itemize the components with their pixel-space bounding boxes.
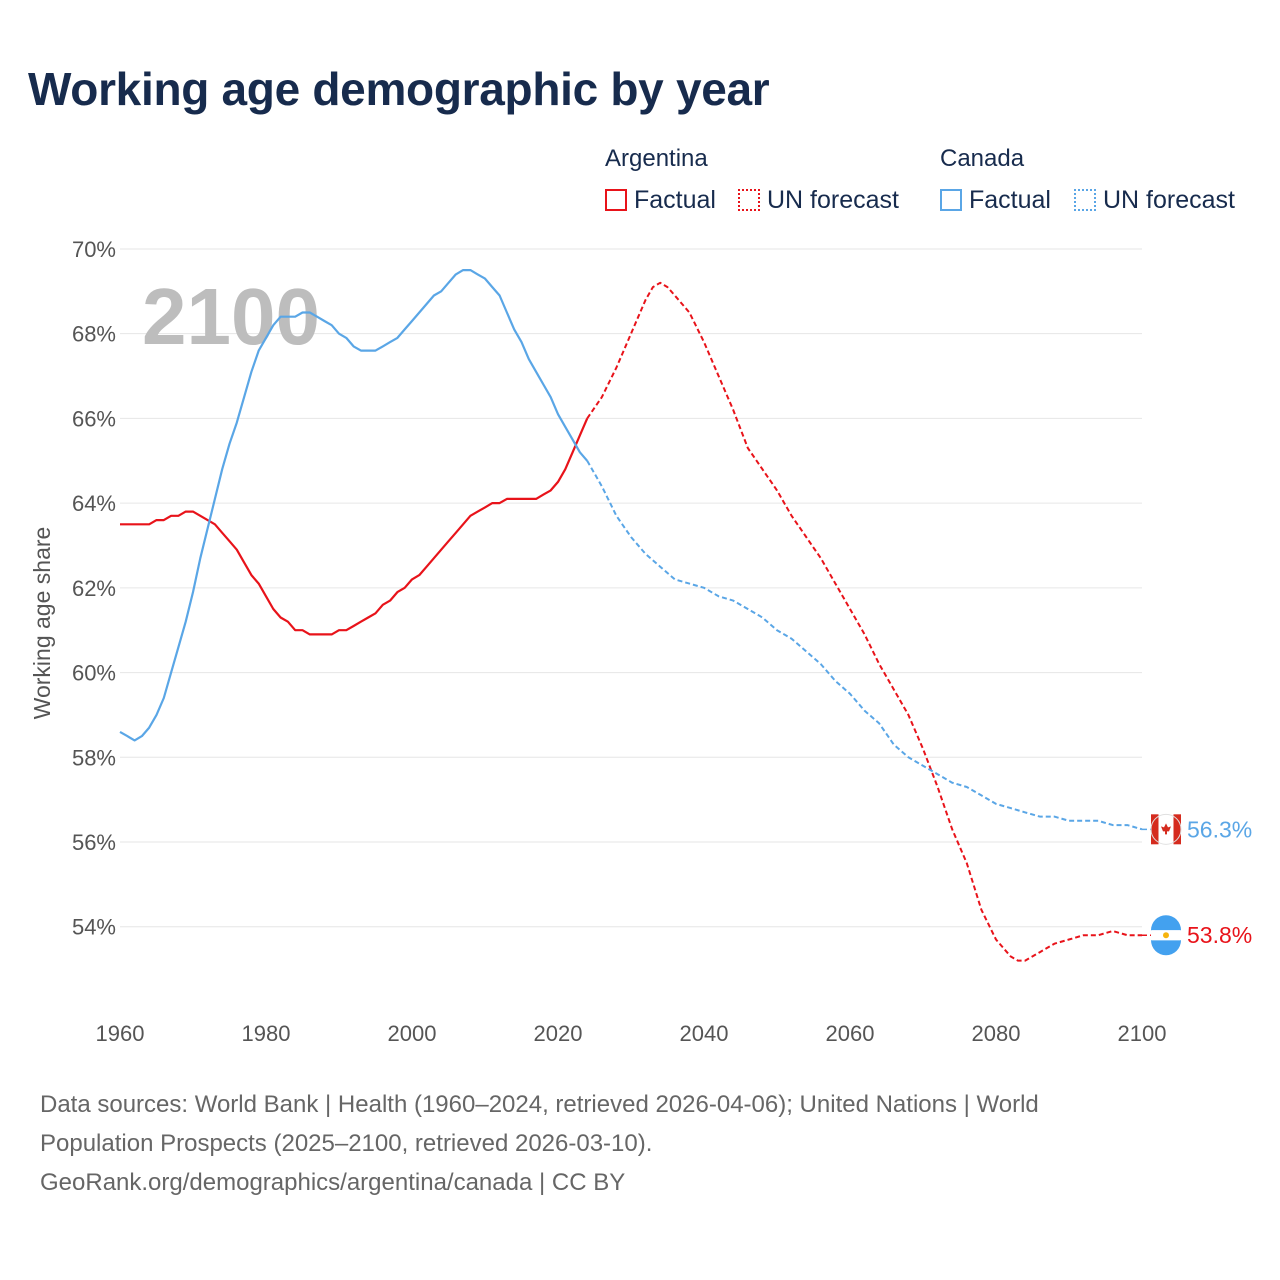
series-line-canada-forecast [586, 460, 1143, 831]
x-tick-label: 2080 [972, 1021, 1021, 1046]
gridlines [120, 248, 1142, 928]
legend-label: Factual [969, 185, 1051, 214]
end-value-label-canada: 56.3% [1187, 816, 1252, 842]
source-line-2: Population Prospects (2025–2100, retriev… [40, 1130, 653, 1157]
x-tick-label: 1980 [242, 1021, 291, 1046]
y-tick-label: 68% [72, 322, 116, 347]
legend-label: UN forecast [767, 185, 899, 214]
legend-item-canada-forecast[interactable]: UN forecast [1074, 186, 1235, 214]
x-tick-label: 2060 [826, 1021, 875, 1046]
legend-swatch-solid [940, 189, 962, 211]
source-link[interactable]: GeoRank.org/demographics/argentina/canad… [40, 1169, 626, 1196]
argentina-flag-icon [1151, 915, 1181, 956]
legend-label: Factual [634, 185, 716, 214]
x-tick-label: 1960 [96, 1021, 145, 1046]
chart-title: Working age demographic by year [28, 63, 770, 115]
legend-swatch-dotted [1074, 189, 1096, 211]
y-axis-ticks: 54% 56% 58% 60% 62% 64% 66% 68% 70% [72, 237, 116, 940]
series-line-canada-factual [119, 269, 589, 742]
legend-item-argentina-factual[interactable]: Factual [605, 186, 716, 214]
x-axis-ticks: 1960 1980 2000 2020 2040 2060 2080 2100 [96, 1021, 1167, 1046]
series-lines [119, 269, 1143, 962]
legend-item-canada-factual[interactable]: Factual [940, 186, 1051, 214]
x-tick-label: 2020 [534, 1021, 583, 1046]
end-value-label-argentina: 53.8% [1187, 922, 1252, 948]
y-tick-label: 66% [72, 406, 116, 431]
y-tick-label: 56% [72, 830, 116, 855]
source-line-1: Data sources: World Bank | Health (1960–… [40, 1091, 1039, 1118]
x-tick-label: 2040 [680, 1021, 729, 1046]
legend-swatch-dotted [738, 189, 760, 211]
y-axis-title: Working age share [29, 527, 55, 720]
y-tick-label: 60% [72, 661, 116, 686]
canada-flag-icon [1150, 813, 1182, 845]
y-tick-label: 70% [72, 237, 116, 262]
source-footer: Data sources: World Bank | Health (1960–… [40, 1085, 1240, 1202]
legend-group-argentina: Argentina [605, 145, 708, 172]
y-tick-label: 54% [72, 915, 116, 940]
legend-swatch-solid [605, 189, 627, 211]
legend-label: UN forecast [1103, 185, 1235, 214]
legend-item-argentina-forecast[interactable]: UN forecast [738, 186, 899, 214]
line-chart: 54% 56% 58% 60% 62% 64% 66% 68% 70% 1960 1980 2000… [29, 237, 1252, 1046]
x-tick-label: 2000 [388, 1021, 437, 1046]
x-tick-label: 2100 [1118, 1021, 1167, 1046]
legend-group-canada: Canada [940, 145, 1025, 172]
y-tick-label: 62% [72, 576, 116, 601]
y-tick-label: 58% [72, 745, 116, 770]
series-end-markers: 53.8% 56.3% [1142, 813, 1252, 956]
y-tick-label: 64% [72, 491, 116, 516]
series-line-argentina-forecast [586, 281, 1142, 962]
